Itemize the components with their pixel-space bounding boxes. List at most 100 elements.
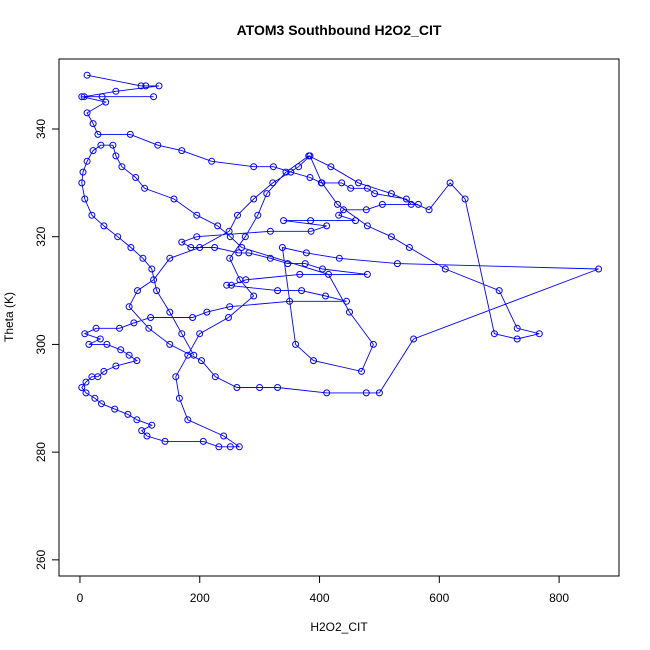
x-axis: 0 200 400 600 800 [77,575,569,605]
data-point [327,163,335,171]
data-point [89,147,97,155]
data-point [274,384,282,391]
data-point [81,195,89,203]
data-point [535,330,543,338]
data-point [126,130,134,138]
series-line [81,74,599,448]
data-point [125,303,133,311]
data-point [150,276,158,284]
data-point [189,314,197,321]
data-point [490,330,498,338]
y-tick-label: 320 [34,226,48,246]
data-point [340,206,347,214]
data-point [170,195,178,203]
x-tick-label: 400 [310,591,330,605]
data-point [78,384,86,391]
plot-frame [58,58,620,577]
data-point [425,206,433,214]
data-point [141,184,149,192]
data-point [148,421,156,429]
data-point [112,362,120,370]
data-point [112,87,120,95]
data-point [78,179,86,187]
data-point [236,276,244,284]
data-point [100,367,108,375]
data-point [88,211,96,219]
data-point [250,195,258,203]
data-point [407,200,415,208]
data-point [114,233,122,241]
data-point [234,211,241,219]
data-point [82,378,90,386]
data-point [147,314,155,321]
data-point [334,200,341,208]
data-point [88,373,96,381]
data-point [241,233,249,241]
series-layer [78,71,603,451]
y-tick-label: 260 [34,550,48,570]
data-point [79,168,87,176]
data-point [153,287,161,295]
data-point [282,168,290,176]
data-point [286,297,294,305]
data-point [178,330,186,338]
data-point [250,163,258,171]
data-point [233,384,241,391]
data-point [203,308,211,316]
data-point [307,227,315,235]
data-point [250,292,258,300]
data-point [134,287,141,295]
data-point [225,314,232,321]
data-point [513,324,521,332]
data-point [369,340,377,348]
data-point [83,157,91,165]
y-axis: 260 280 300 320 340 [34,119,60,570]
data-point [226,443,234,451]
data-point [355,179,362,187]
data-point [112,152,120,160]
data-point [193,233,201,241]
data-point [238,244,246,251]
data-point [98,93,106,101]
data-point [196,244,204,251]
data-point [269,179,277,187]
x-tick-label: 0 [77,591,84,605]
data-point [513,335,521,343]
data-point [226,254,234,262]
data-point [82,389,90,397]
data-point [301,260,309,268]
data-point [161,437,169,445]
data-point [306,152,314,160]
data-point [378,200,386,208]
data-point [100,222,108,230]
data-point [166,308,174,316]
data-point [78,93,86,101]
data-point [116,324,123,332]
data-point [319,265,326,273]
data-point [184,416,192,424]
data-point [211,244,219,251]
data-point [306,174,314,181]
data-point [410,335,418,343]
data-point [223,281,231,289]
data-point [166,254,174,262]
data-point [124,410,132,418]
data-point [83,109,91,117]
data-point [199,437,207,445]
data-point [155,82,163,90]
data-point [235,249,243,257]
data-point [145,324,153,332]
data-point [346,308,353,316]
data-point [405,244,413,251]
data-point [235,443,243,451]
data-point [318,179,326,187]
data-point [387,233,395,241]
data-point [117,346,125,354]
data-point [446,179,454,187]
data-point [335,254,343,262]
data-point [362,389,370,397]
data-point [322,292,329,300]
data-point [97,141,105,149]
data-point [133,357,141,365]
